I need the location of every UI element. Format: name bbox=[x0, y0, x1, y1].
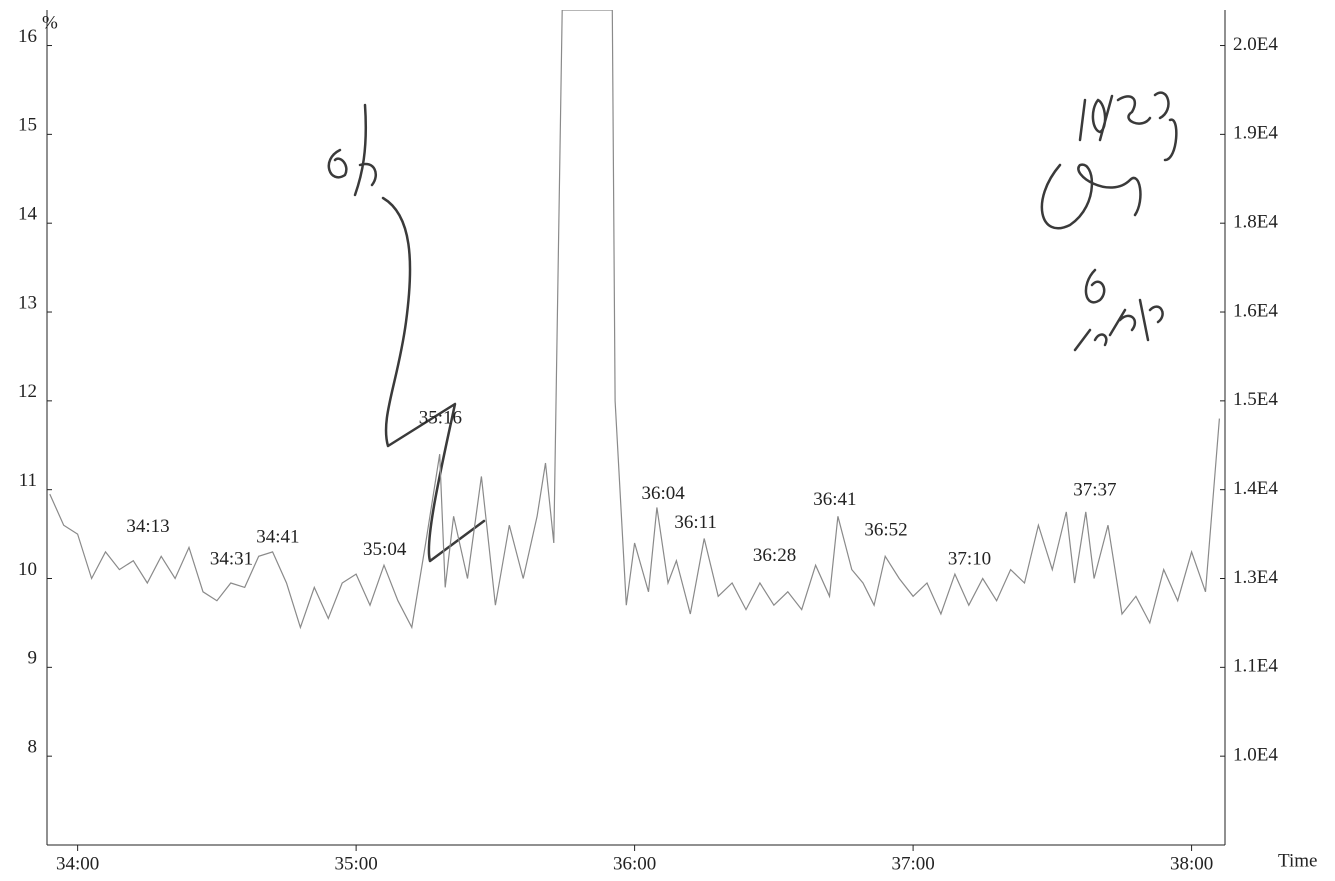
x-tick-label: 35:00 bbox=[334, 853, 377, 874]
y2-tick-label: 2.0E4 bbox=[1233, 34, 1278, 55]
y2-tick-label: 1.4E4 bbox=[1233, 478, 1278, 499]
peak-label: 36:52 bbox=[864, 519, 907, 540]
peak-label: 37:10 bbox=[948, 549, 991, 570]
peak-label: 36:28 bbox=[753, 545, 796, 566]
y-tick-label: 8 bbox=[28, 737, 38, 758]
peak-label: 36:41 bbox=[813, 489, 856, 510]
peak-label: 36:11 bbox=[674, 512, 717, 533]
peak-label: 34:13 bbox=[126, 516, 169, 537]
y-axis-label: % bbox=[42, 12, 58, 33]
peak-label: 37:37 bbox=[1073, 479, 1116, 500]
y-tick-label: 15 bbox=[18, 115, 37, 136]
peak-label: 34:31 bbox=[210, 549, 253, 570]
peak-label: 34:41 bbox=[256, 526, 299, 547]
y2-tick-label: 1.6E4 bbox=[1233, 300, 1278, 321]
handwriting bbox=[327, 91, 1178, 563]
y-tick-label: 13 bbox=[18, 292, 37, 313]
y-tick-label: 16 bbox=[18, 26, 37, 47]
data-line bbox=[49, 10, 1220, 630]
y2-tick-label: 1.9E4 bbox=[1233, 123, 1278, 144]
x-tick-label: 37:00 bbox=[891, 853, 934, 874]
y2-tick-label: 1.1E4 bbox=[1233, 656, 1278, 677]
y-tick-label: 12 bbox=[18, 381, 37, 402]
y-tick-label: 14 bbox=[18, 204, 38, 225]
y-tick-label: 11 bbox=[19, 470, 37, 491]
x-tick-label: 34:00 bbox=[56, 853, 99, 874]
x-axis-label: Time bbox=[1278, 850, 1317, 871]
y2-tick-label: 1.8E4 bbox=[1233, 212, 1278, 233]
y2-tick-label: 1.3E4 bbox=[1233, 567, 1278, 588]
y2-tick-label: 1.5E4 bbox=[1233, 389, 1278, 410]
x-tick-label: 38:00 bbox=[1170, 853, 1213, 874]
y-tick-label: 9 bbox=[28, 648, 38, 669]
peak-label: 36:04 bbox=[642, 483, 686, 504]
peak-label: 35:04 bbox=[363, 539, 407, 560]
x-tick-label: 36:00 bbox=[613, 853, 656, 874]
peak-label: 35:16 bbox=[419, 407, 462, 428]
y2-tick-label: 1.0E4 bbox=[1233, 745, 1278, 766]
y-tick-label: 10 bbox=[18, 559, 37, 580]
